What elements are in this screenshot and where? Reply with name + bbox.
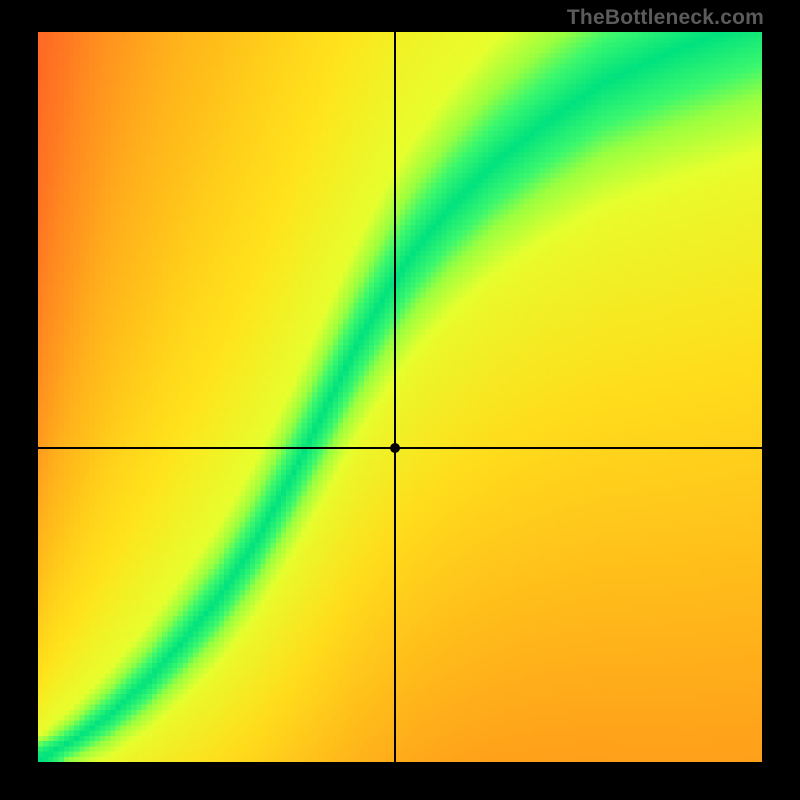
root-container: TheBottleneck.com [0,0,800,800]
crosshair-vertical [394,32,396,762]
watermark-text: TheBottleneck.com [567,6,764,30]
crosshair-horizontal [38,447,762,449]
marker-dot [390,443,400,453]
plot-frame [38,32,762,762]
bottleneck-heatmap [38,32,762,762]
